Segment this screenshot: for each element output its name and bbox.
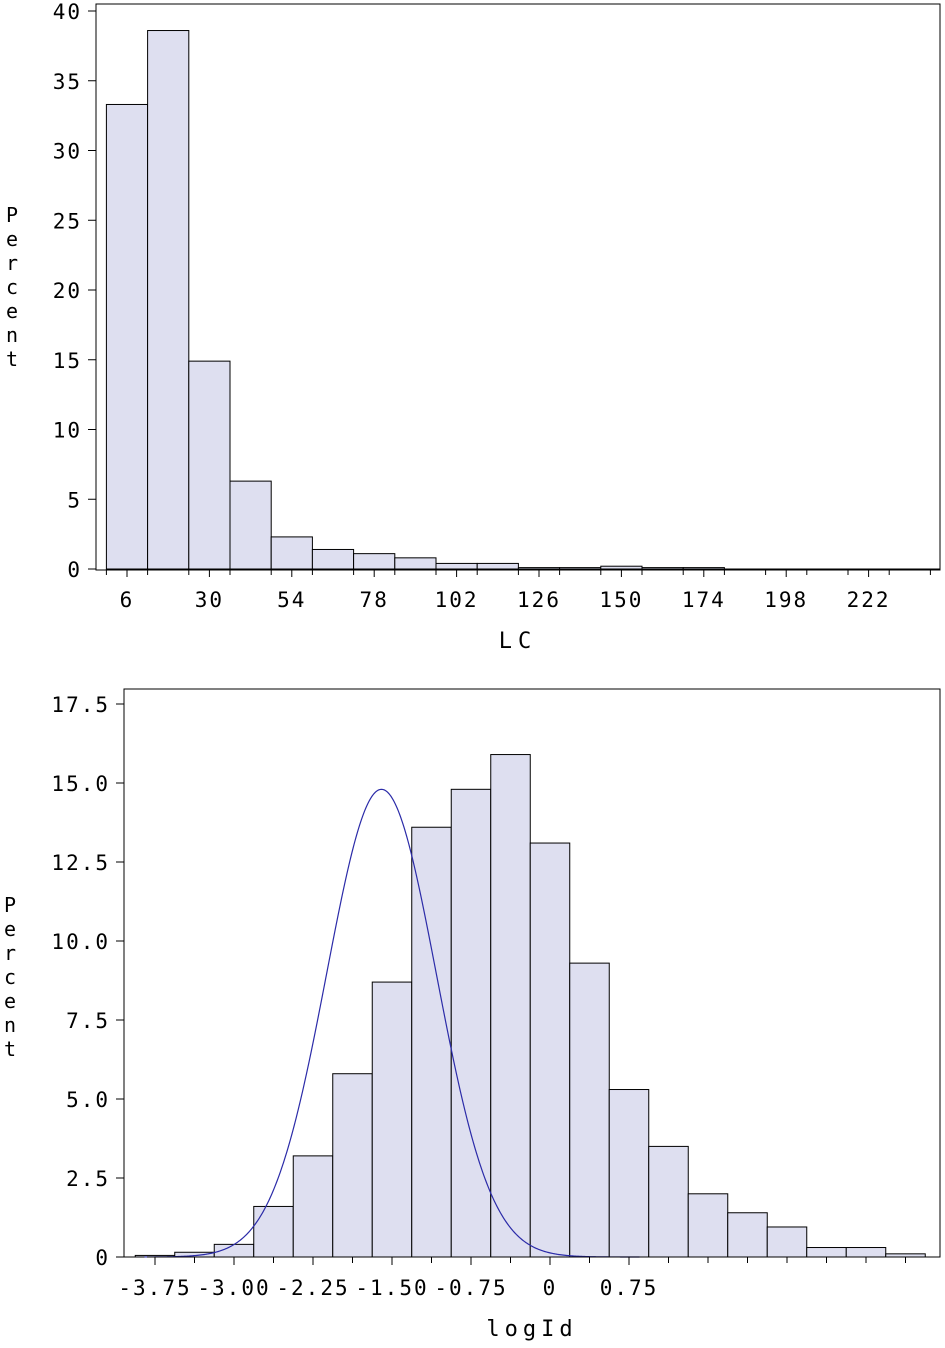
lc-bar <box>353 553 396 570</box>
lc-x-tick-label: 126 <box>517 588 561 612</box>
lc-bar <box>311 548 355 570</box>
lc-bar <box>147 30 190 570</box>
logid-x-axis: -3.75 -3.00 -2.25 -1.50 -0.75 0 0.75 <box>118 1256 940 1300</box>
lc-bars <box>105 30 725 570</box>
logid-x-tick-label: -1.50 <box>355 1276 428 1300</box>
logid-histogram-chart: 0 2.5 5.0 7.5 10.0 12.5 15.0 17.5 -3.75 -3.00 -2.… <box>4 688 941 1342</box>
logid-bar <box>608 1089 650 1258</box>
logid-bar <box>569 962 610 1258</box>
logid-y-tick-label: 10.0 <box>51 930 110 954</box>
logid-y-tick-label: 12.5 <box>51 851 110 875</box>
logid-x-tick-label: 0 <box>543 1276 558 1300</box>
lc-x-tick-label: 222 <box>847 588 891 612</box>
logid-x-axis-label: logId <box>486 1317 577 1342</box>
logid-bar <box>411 826 452 1258</box>
lc-bar <box>105 103 149 570</box>
logid-bar <box>845 1247 887 1258</box>
lc-histogram-chart: 0 5 10 15 20 25 30 35 40 6 30 54 78 102 126 150 174 198 2… <box>6 0 941 654</box>
lc-x-tick-label: 150 <box>599 588 643 612</box>
lc-x-tick-label: 6 <box>120 588 135 612</box>
lc-y-axis: 0 5 10 15 20 25 30 35 40 <box>53 0 97 582</box>
lc-x-tick-label: 198 <box>764 588 808 612</box>
logid-x-tick-label: -0.75 <box>434 1276 507 1300</box>
logid-bar <box>371 981 413 1258</box>
lc-y-tick-label: 0 <box>67 558 82 582</box>
lc-x-tick-label: 102 <box>435 588 479 612</box>
lc-y-tick-label: 5 <box>67 488 82 512</box>
lc-bar <box>476 562 519 570</box>
lc-y-tick-label: 15 <box>53 349 82 373</box>
logid-bar <box>648 1145 689 1258</box>
lc-x-axis: 6 30 54 78 102 126 150 174 198 222 <box>105 568 940 612</box>
logid-bar <box>490 754 531 1258</box>
lc-y-tick-label: 35 <box>53 70 82 94</box>
logid-bar <box>806 1247 847 1258</box>
logid-bar <box>332 1073 373 1258</box>
lc-y-tick-label: 10 <box>53 419 82 443</box>
lc-bar <box>270 536 313 570</box>
logid-y-tick-label: 15.0 <box>51 772 110 796</box>
logid-y-tick-label: 0 <box>95 1246 110 1270</box>
lc-bar <box>435 562 478 570</box>
lc-y-tick-label: 20 <box>53 279 82 303</box>
logid-x-tick-label: -3.75 <box>118 1276 191 1300</box>
logid-x-tick-label: 0.75 <box>600 1276 659 1300</box>
logid-y-tick-label: 7.5 <box>66 1009 110 1033</box>
lc-x-tick-label: 54 <box>277 588 306 612</box>
logid-bar <box>450 788 492 1258</box>
logid-bar <box>529 842 571 1258</box>
lc-bar <box>229 480 272 570</box>
lc-y-tick-label: 25 <box>53 209 82 233</box>
lc-y-tick-label: 30 <box>53 140 82 164</box>
lc-bar <box>188 360 231 570</box>
logid-y-axis: 0 2.5 5.0 7.5 10.0 12.5 15.0 17.5 <box>51 689 125 1270</box>
logid-normal-curve <box>144 788 640 1258</box>
logid-bar <box>727 1212 768 1258</box>
logid-bar <box>687 1193 729 1258</box>
lc-x-tick-label: 30 <box>195 588 224 612</box>
logid-bar <box>253 1205 294 1258</box>
logid-bar <box>766 1226 808 1258</box>
lc-x-tick-label: 174 <box>682 588 726 612</box>
lc-bar <box>394 557 437 570</box>
lc-x-axis-label: LC <box>499 629 538 654</box>
lc-y-tick-label: 40 <box>53 0 82 24</box>
logid-y-tick-label: 5.0 <box>66 1088 110 1112</box>
logid-bar <box>292 1155 334 1258</box>
logid-x-tick-label: -3.00 <box>197 1276 270 1300</box>
lc-x-tick-label: 78 <box>360 588 389 612</box>
logid-y-tick-label: 2.5 <box>66 1167 110 1191</box>
logid-bars <box>134 754 926 1258</box>
logid-x-tick-label: -2.25 <box>276 1276 349 1300</box>
logid-y-tick-label: 17.5 <box>51 693 110 717</box>
